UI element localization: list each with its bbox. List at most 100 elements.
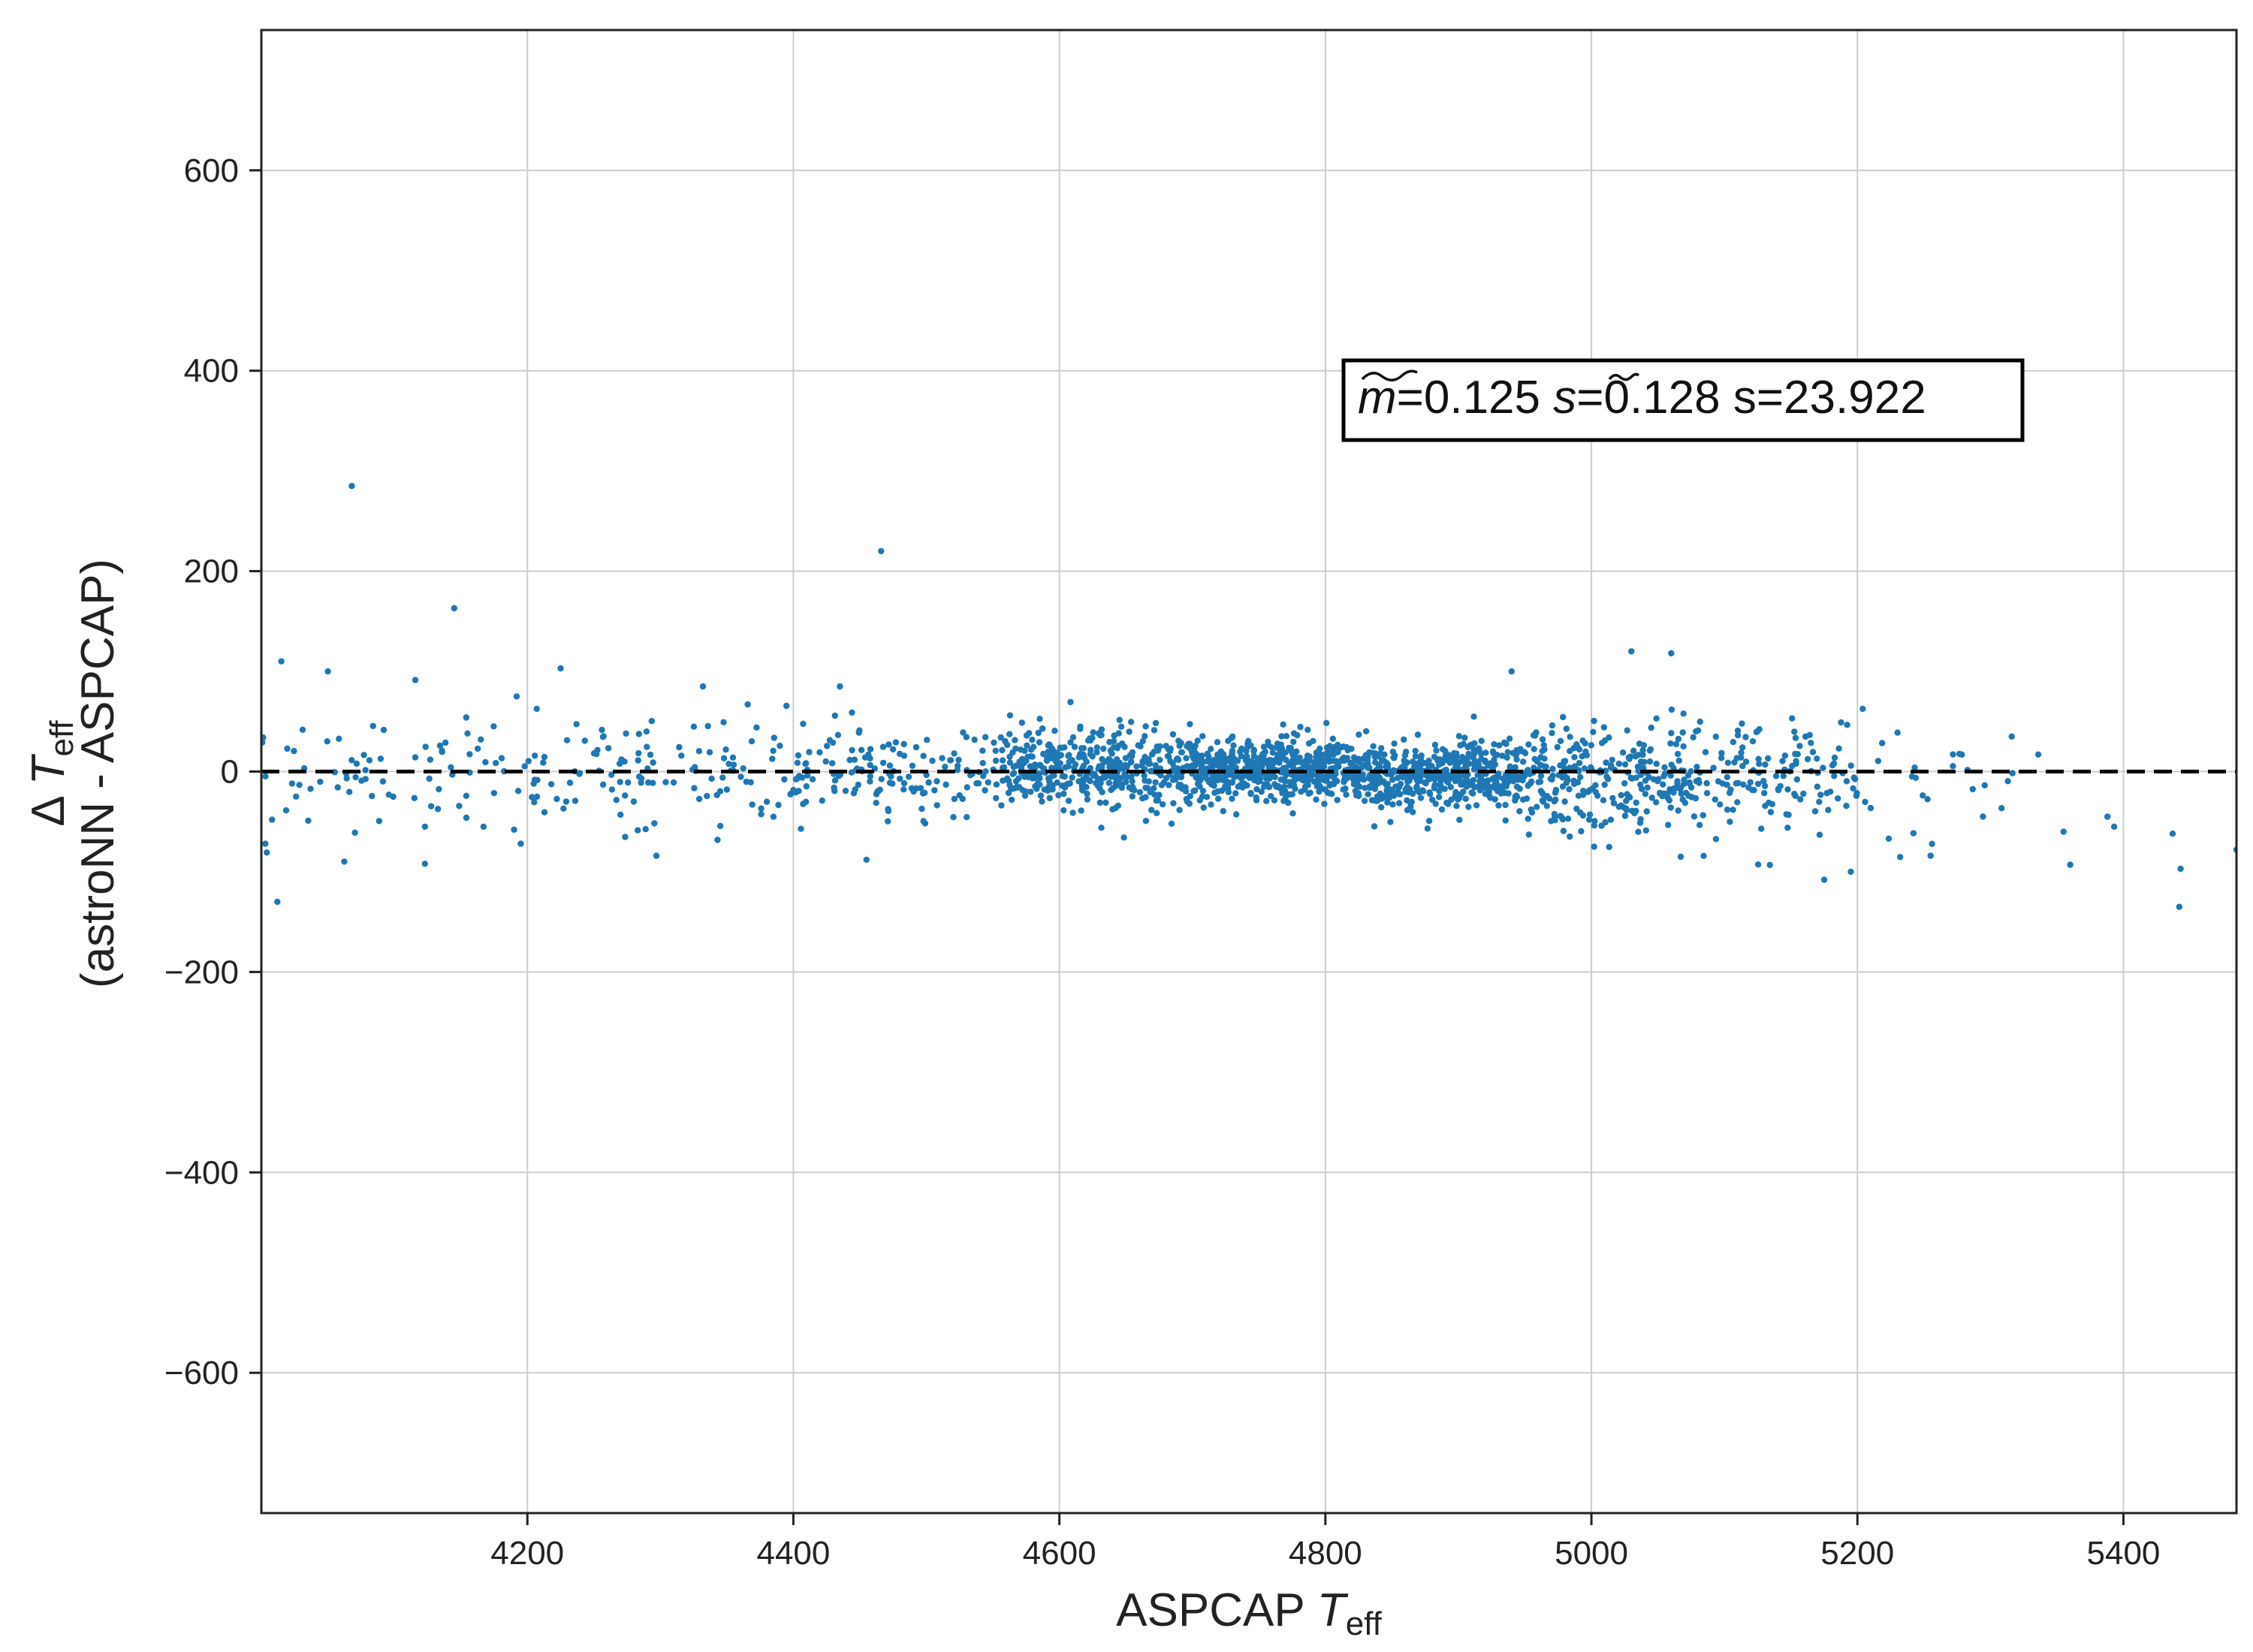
scatter-point	[1356, 731, 1362, 738]
scatter-point	[1126, 728, 1133, 735]
scatter-point	[1289, 810, 1296, 817]
scatter-point	[1105, 779, 1113, 786]
scatter-point	[770, 813, 777, 820]
scatter-point	[1262, 775, 1270, 782]
scatter-point	[1640, 764, 1647, 771]
scatter-point	[753, 724, 760, 731]
scatter-point	[912, 743, 920, 751]
scatter-point	[1950, 751, 1956, 758]
scatter-point	[1646, 758, 1654, 765]
scatter-point	[889, 780, 896, 787]
scatter-point	[855, 781, 862, 788]
scatter-point	[1473, 802, 1480, 809]
scatter-point	[2009, 770, 2016, 776]
scatter-point	[1742, 734, 1749, 740]
x-tick-label: 4600	[1023, 1535, 1096, 1572]
scatter-point	[943, 781, 949, 788]
scatter-point	[1766, 861, 1773, 869]
scatter-point	[763, 798, 771, 805]
scatter-point	[662, 779, 669, 785]
scatter-point	[1540, 763, 1548, 770]
scatter-point	[1018, 719, 1026, 726]
scatter-point	[1334, 797, 1341, 803]
scatter-point	[1513, 773, 1520, 780]
scatter-point	[1055, 791, 1062, 799]
scatter-point	[1739, 720, 1745, 727]
scatter-point	[288, 780, 296, 787]
scatter-point	[1265, 738, 1271, 746]
scatter-point	[1194, 737, 1201, 744]
scatter-point	[1624, 791, 1630, 797]
scatter-point	[1039, 798, 1045, 805]
scatter-point	[748, 738, 756, 745]
scatter-point	[964, 814, 970, 821]
scatter-point	[1106, 739, 1113, 746]
scatter-point	[464, 730, 471, 737]
scatter-point	[1563, 725, 1570, 732]
scatter-point	[1129, 778, 1136, 785]
scatter-point	[1499, 787, 1506, 794]
scatter-point	[1462, 795, 1469, 803]
scatter-point	[1347, 772, 1354, 779]
scatter-point	[1603, 759, 1609, 766]
scatter-point	[1631, 809, 1638, 817]
scatter-point	[1664, 791, 1671, 797]
scatter-point	[1703, 779, 1710, 787]
scatter-value: =0.128 s=23.922	[1576, 372, 1926, 424]
scatter-point	[909, 762, 916, 769]
scatter-point	[1139, 762, 1145, 769]
median-value: =0.125	[1397, 372, 1554, 424]
scatter-point	[1731, 759, 1738, 766]
scatter-point	[1260, 783, 1268, 790]
scatter-point	[562, 798, 570, 805]
y-tick-label: −600	[164, 1355, 239, 1391]
scatter-point	[1579, 791, 1587, 798]
scatter-point	[885, 818, 891, 825]
scatter-point	[1838, 719, 1844, 726]
scatter-point	[1239, 773, 1246, 781]
scatter-point	[1431, 753, 1438, 761]
scatter-point	[1356, 758, 1363, 766]
scatter-point	[1005, 777, 1012, 784]
scatter-point	[1278, 733, 1285, 740]
scatter-point	[849, 709, 855, 716]
scatter-point	[1525, 741, 1532, 748]
scatter-point	[1078, 786, 1086, 794]
scatter-point	[1717, 801, 1724, 808]
scatter-point	[1601, 737, 1609, 744]
scatter-point	[1069, 809, 1076, 816]
scatter-point	[939, 755, 946, 761]
scatter-point	[1290, 738, 1297, 746]
scatter-point	[1390, 767, 1398, 773]
scatter-point	[1506, 735, 1513, 742]
scatter-point	[942, 764, 949, 770]
scatter-point	[1392, 752, 1398, 759]
scatter-point	[852, 786, 859, 793]
scatter-point	[1814, 755, 1820, 762]
scatter-point	[1136, 788, 1144, 796]
scatter-point	[1712, 836, 1720, 843]
scatter-point	[352, 773, 359, 781]
scatter-point	[1061, 773, 1068, 780]
scatter-point	[1117, 723, 1125, 730]
scatter-point	[1804, 755, 1811, 763]
scatter-point	[1174, 755, 1181, 762]
scatter-point	[695, 748, 703, 755]
scatter-point	[794, 759, 801, 766]
scatter-point	[1471, 749, 1478, 757]
scatter-point	[1121, 770, 1128, 777]
scatter-point	[1035, 729, 1042, 737]
scatter-point	[865, 751, 872, 758]
scatter-point	[1114, 745, 1121, 752]
scatter-point	[1377, 776, 1383, 782]
scatter-point	[573, 721, 580, 728]
scatter-point	[541, 753, 548, 761]
scatter-point	[296, 782, 303, 788]
scatter-point	[1356, 792, 1362, 800]
scatter-point	[1792, 750, 1799, 758]
scatter-point	[1067, 739, 1074, 746]
scatter-point	[474, 745, 481, 752]
scatter-point	[1703, 790, 1711, 797]
scatter-point	[1058, 782, 1066, 789]
scatter-point	[1362, 752, 1370, 758]
